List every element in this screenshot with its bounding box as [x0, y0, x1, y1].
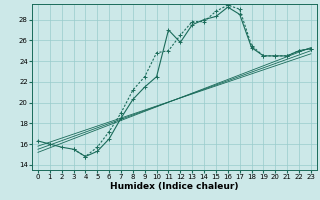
X-axis label: Humidex (Indice chaleur): Humidex (Indice chaleur) [110, 182, 239, 191]
